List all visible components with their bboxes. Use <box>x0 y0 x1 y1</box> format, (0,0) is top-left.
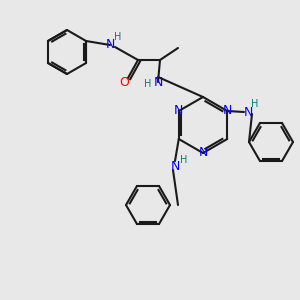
Text: N: N <box>170 160 180 172</box>
Text: H: H <box>144 79 152 89</box>
Text: N: N <box>174 104 183 118</box>
Text: H: H <box>114 32 122 42</box>
Text: H: H <box>180 155 188 165</box>
Text: N: N <box>243 106 253 118</box>
Text: N: N <box>153 76 163 88</box>
Text: N: N <box>223 104 232 118</box>
Text: H: H <box>251 99 259 109</box>
Text: O: O <box>119 76 129 88</box>
Text: N: N <box>198 146 208 160</box>
Text: N: N <box>105 38 115 52</box>
